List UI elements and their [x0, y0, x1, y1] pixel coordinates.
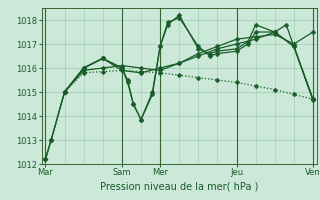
X-axis label: Pression niveau de la mer( hPa ): Pression niveau de la mer( hPa )	[100, 181, 258, 191]
